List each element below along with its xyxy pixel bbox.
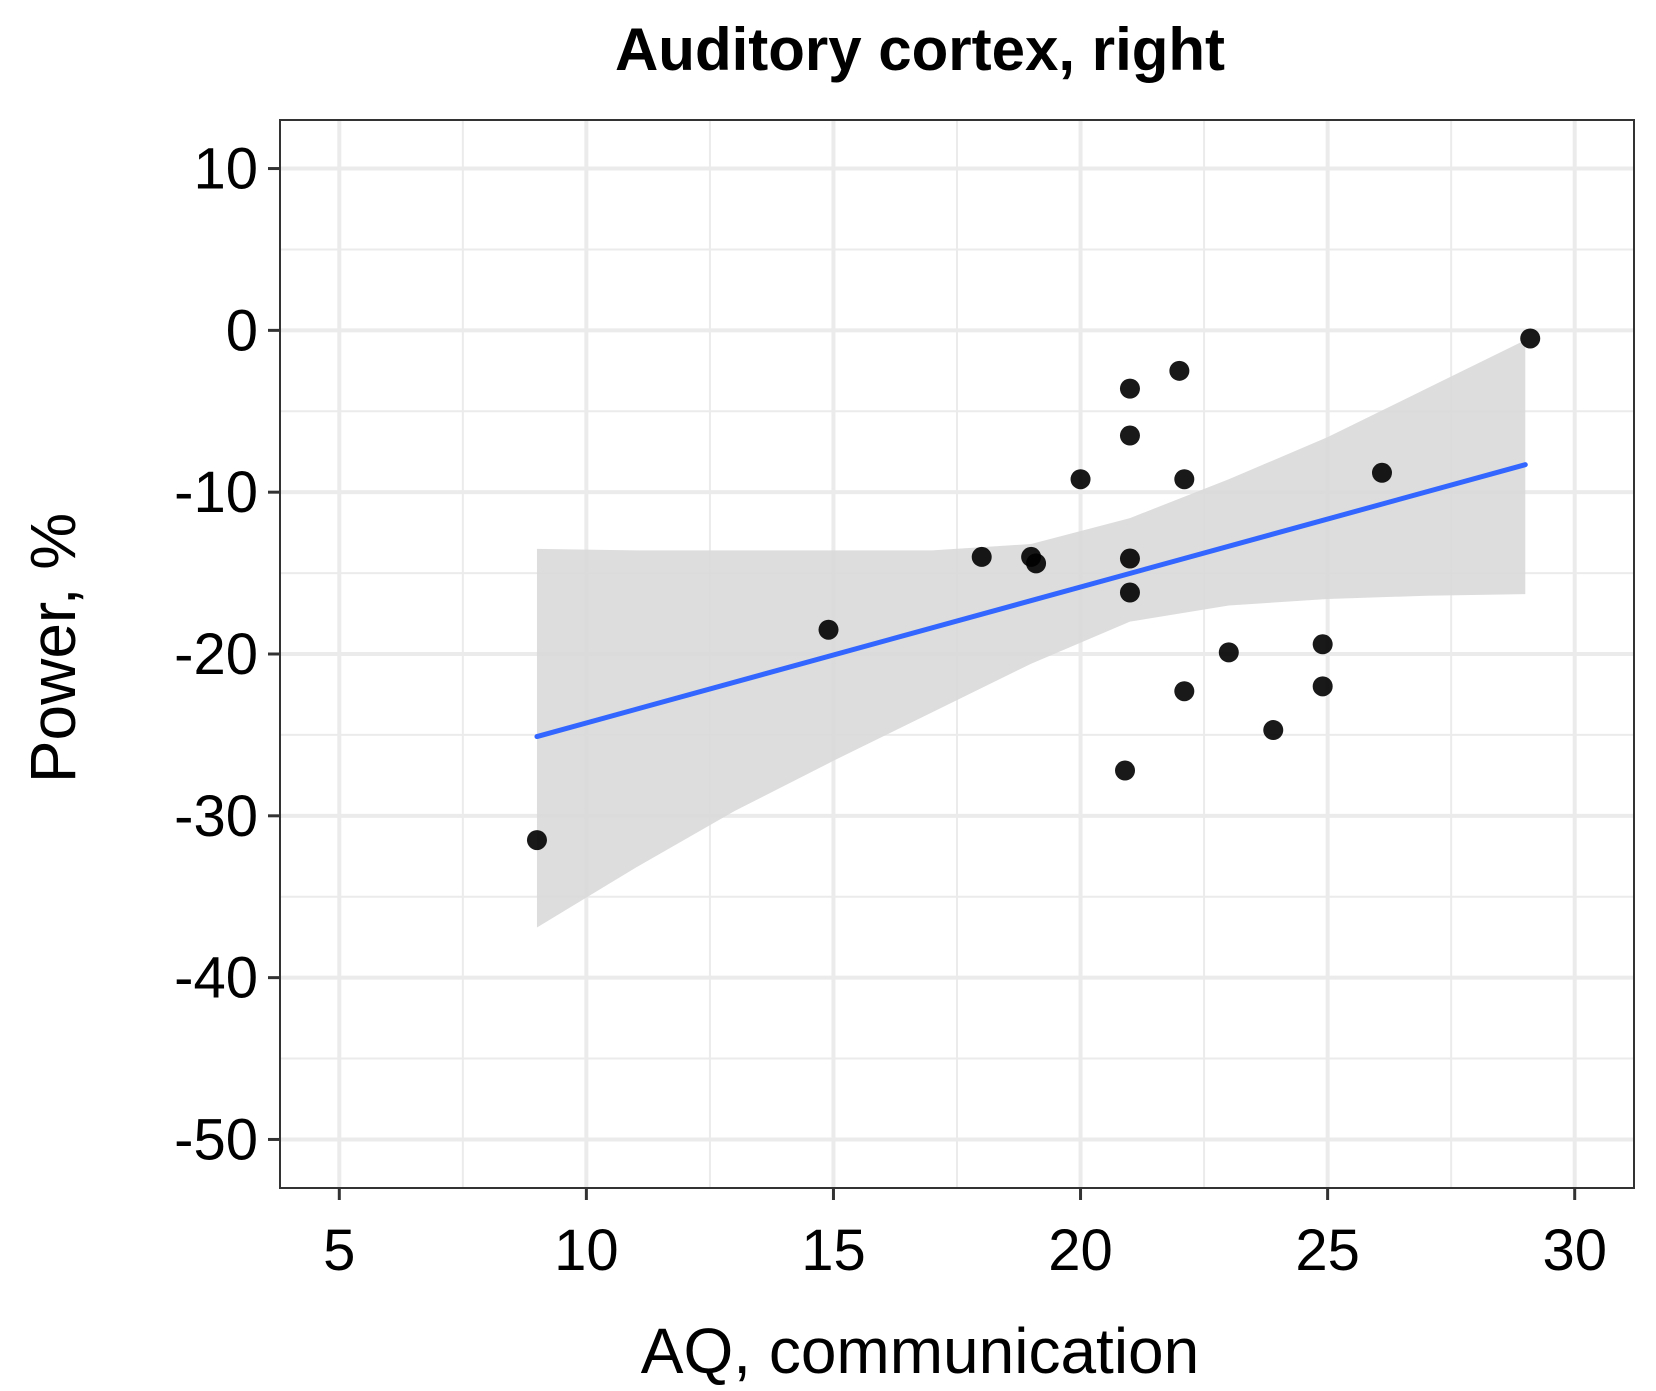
data-point [1312,634,1333,655]
x-tick-label: 15 [801,1218,866,1283]
y-tick-label: -20 [174,622,258,687]
data-point [1263,720,1284,741]
data-point [1119,548,1140,569]
data-point [1119,425,1140,446]
regression-line [534,462,1528,740]
data-point [971,546,992,567]
data-point [1119,378,1140,399]
y-tick-label: -50 [174,1107,258,1172]
y-tick-label: -10 [174,460,258,525]
y-tick-label: -30 [174,784,258,849]
plot-layer: 5 10 15 20 25 30 10 0 -10 -20 -30 -40 -50 [174,119,1635,1283]
y-axis-label: Power, % [17,513,89,783]
data-point [1371,462,1392,483]
data-point [1070,469,1091,490]
data-point [1174,681,1195,702]
data-point [1115,760,1136,781]
y-tick-label: 10 [193,137,258,202]
data-point [1174,469,1195,490]
x-axis-label: AQ, communication [641,1315,1199,1387]
data-point [1312,676,1333,697]
x-tick-label: 25 [1295,1218,1360,1283]
x-tick-label: 20 [1048,1218,1113,1283]
data-point [1119,582,1140,603]
x-tick-label: 10 [554,1218,619,1283]
y-tick-label: 0 [226,298,258,363]
data-point [526,830,547,851]
x-tick-label: 5 [323,1218,355,1283]
confidence-band [536,340,1526,928]
data-point [818,619,839,640]
y-tick-label: -40 [174,946,258,1011]
data-point [1026,553,1047,574]
chart-title: Auditory cortex, right [615,16,1225,83]
data-point [1520,328,1541,349]
data-point [1169,360,1190,381]
data-point [1218,642,1239,663]
x-tick-label: 30 [1542,1218,1607,1283]
